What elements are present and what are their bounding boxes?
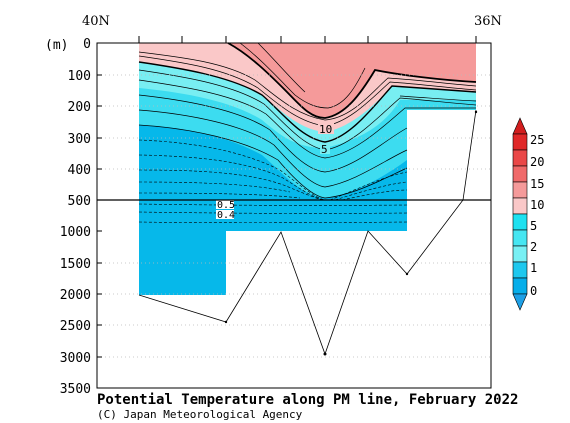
dashed-contour — [329, 171, 408, 201]
dashed-contour — [138, 139, 326, 201]
contour-label-10: 10 — [319, 123, 332, 136]
x-start-label: 40N — [82, 14, 110, 29]
colorbar — [512, 117, 528, 311]
dashed-contour — [341, 189, 408, 201]
section-fill — [139, 43, 476, 295]
colorbar-label: 20 — [530, 155, 544, 169]
dashed-contour — [334, 181, 408, 201]
y-tick-labels: 0 100 200 300 400 500 1000 1500 2000 250… — [60, 37, 91, 397]
contour-line — [138, 124, 408, 199]
colorbar-label: 25 — [530, 133, 544, 147]
y-ticks — [97, 42, 102, 389]
y-tick-label: 0 — [83, 37, 91, 52]
colorbar-labels: 25 20 15 10 5 2 1 0 — [530, 133, 544, 298]
chart-title: Potential Temperature along PM line, Feb… — [97, 392, 518, 408]
contour-line — [239, 42, 366, 109]
gridlines — [97, 74, 491, 358]
contours-upper — [138, 42, 477, 199]
contour-line — [257, 42, 306, 93]
station-ticks — [138, 36, 477, 43]
contour-line-5 — [138, 61, 477, 143]
station-markers — [224, 110, 478, 356]
y-tick-label: 2000 — [60, 288, 91, 303]
colorbar-label: 5 — [530, 219, 537, 233]
colorbar-top-arrow — [512, 117, 528, 135]
dashed-contour — [138, 211, 408, 214]
y-tick-label: 400 — [68, 163, 91, 178]
colorbar-label: 15 — [530, 177, 544, 191]
colorbar-label: 2 — [530, 240, 537, 254]
contour-label-0-5: 0.5 — [217, 200, 235, 211]
contour-line — [138, 51, 477, 121]
plot-frame — [96, 42, 492, 389]
dashed-contour — [138, 169, 326, 201]
contour-line — [138, 109, 408, 188]
dashed-contour — [138, 221, 408, 224]
band-10-15 — [228, 43, 476, 118]
y-axis-label: (m) — [45, 38, 68, 53]
x-end-label: 36N — [474, 14, 502, 29]
colorbar-label: 0 — [530, 284, 537, 298]
credit-line: (C) Japan Meteorological Agency — [97, 408, 303, 421]
y-tick-label: 200 — [68, 100, 91, 115]
bathymetry-line — [138, 109, 477, 356]
contour-line — [138, 79, 476, 159]
y-tick-label: 1500 — [60, 257, 91, 272]
y-tick-label: 300 — [68, 132, 91, 147]
y-tick-label: 500 — [68, 194, 91, 209]
y-tick-label: 3000 — [60, 351, 91, 366]
y-tick-label: 1000 — [60, 225, 91, 240]
contour-labels: 10 5 0.5 0.4 — [216, 123, 334, 221]
contour-line — [138, 94, 408, 173]
dashed-contour — [138, 203, 408, 206]
dashed-contour — [138, 181, 291, 193]
dashed-contour — [138, 154, 326, 201]
colorbar-label: 10 — [530, 198, 544, 212]
colorbar-bottom-arrow — [512, 293, 528, 311]
colorbar-label: 1 — [530, 261, 537, 275]
contour-line-10 — [227, 42, 477, 119]
y-tick-label: 100 — [68, 69, 91, 84]
contour-label-5: 5 — [321, 143, 328, 156]
contours-dashed — [138, 139, 408, 224]
y-tick-label: 3500 — [60, 382, 91, 397]
y-tick-label: 2500 — [60, 319, 91, 334]
contour-label-0-4: 0.4 — [217, 210, 235, 221]
contour-line — [399, 95, 477, 102]
